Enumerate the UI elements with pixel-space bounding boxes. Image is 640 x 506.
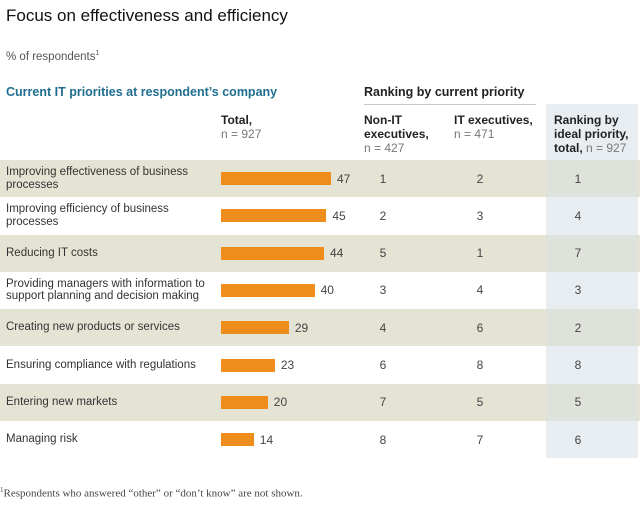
bar bbox=[221, 209, 327, 223]
rank-non-it: 4 bbox=[379, 320, 387, 335]
rank-non-it: 5 bbox=[379, 246, 387, 261]
bar bbox=[221, 433, 254, 447]
category-label: Improving effectiveness of business proc… bbox=[6, 166, 188, 191]
category-label: Entering new markets bbox=[6, 396, 118, 409]
bar-value-label: 40 bbox=[320, 283, 334, 298]
footnote-text: Respondents who answered “other” or “don… bbox=[3, 487, 303, 500]
bar-value-label: 47 bbox=[337, 171, 351, 186]
subtitle-footnote-marker: 1 bbox=[95, 50, 100, 57]
table-row: Reducing IT costs 44 5 1 7 bbox=[0, 234, 640, 272]
bar bbox=[221, 321, 289, 335]
rank-non-it: 3 bbox=[379, 283, 387, 298]
column-header-ideal-label3: total, bbox=[554, 141, 583, 155]
ranking-header: Ranking by current priority bbox=[364, 85, 525, 99]
column-header-ideal-label2: ideal priority, bbox=[554, 127, 629, 141]
table-row: Ensuring compliance with regulations 23 6 8… bbox=[0, 347, 640, 384]
rank-ideal: 2 bbox=[574, 320, 582, 335]
ideal-cell-background bbox=[546, 234, 638, 272]
bar bbox=[221, 395, 268, 409]
category-label: Ensuring compliance with regulations bbox=[6, 358, 196, 371]
column-header-ideal-label1: Ranking by bbox=[554, 113, 619, 127]
bar bbox=[221, 246, 324, 260]
rank-non-it: 6 bbox=[379, 358, 387, 372]
category-label: Reducing IT costs bbox=[6, 246, 98, 259]
rank-it: 4 bbox=[476, 283, 484, 298]
rank-non-it: 2 bbox=[379, 208, 387, 223]
category-label: Improving efficiency of business process… bbox=[6, 203, 169, 228]
rank-it: 3 bbox=[476, 208, 484, 223]
bar-value-label: 23 bbox=[280, 358, 295, 372]
ideal-cell-background bbox=[546, 383, 638, 421]
table-row: Creating new products or services 29 4 6 2 bbox=[0, 309, 640, 347]
rank-non-it: 7 bbox=[379, 395, 387, 410]
column-header-non-it: Non-IT executives, n = 427 bbox=[364, 113, 429, 155]
category-label: Managing risk bbox=[6, 433, 78, 446]
column-header-it-label: IT executives, bbox=[454, 113, 533, 127]
column-header-total-label: Total, bbox=[221, 113, 253, 127]
rank-ideal: 7 bbox=[574, 246, 582, 261]
rank-ideal: 3 bbox=[574, 283, 582, 298]
bar bbox=[221, 172, 331, 185]
subtitle-text: % of respondents bbox=[6, 50, 96, 63]
rank-non-it: 8 bbox=[379, 432, 387, 447]
column-header-it-n: n = 471 bbox=[454, 127, 495, 141]
ranking-header-rule bbox=[364, 104, 536, 105]
rank-ideal: 8 bbox=[574, 358, 582, 372]
chart-title: Focus on effectiveness and efficiency bbox=[6, 6, 288, 25]
bar bbox=[221, 358, 275, 372]
column-header-it: IT executives, n = 471 bbox=[454, 113, 533, 141]
column-header-ideal-n: n = 927 bbox=[586, 141, 627, 155]
bar bbox=[221, 283, 315, 297]
rank-it: 1 bbox=[476, 246, 484, 261]
rank-non-it: 1 bbox=[379, 171, 387, 186]
ideal-cell-background bbox=[546, 160, 638, 197]
rank-it: 7 bbox=[476, 432, 484, 447]
table-row: Improving effectiveness of business proc… bbox=[0, 160, 640, 197]
ideal-cell-background bbox=[546, 309, 638, 347]
bar-value-label: 44 bbox=[329, 246, 344, 261]
table-row: Managing risk 14 8 7 6 bbox=[0, 421, 640, 458]
category-label: Creating new products or services bbox=[6, 321, 180, 334]
footnote: 1Respondents who answered “other” or “do… bbox=[0, 486, 303, 500]
rank-it: 6 bbox=[476, 320, 484, 335]
table-row: Improving efficiency of business process… bbox=[0, 197, 640, 234]
column-header-ideal: Ranking by ideal priority, total, n = 92… bbox=[554, 113, 628, 155]
column-header-non-it-label2: executives, bbox=[364, 127, 429, 141]
bar-value-label: 20 bbox=[273, 395, 288, 410]
column-header-total-n: n = 927 bbox=[221, 127, 262, 141]
column-header-total: Total, n = 927 bbox=[221, 113, 261, 141]
section-title: Current IT priorities at respondent’s co… bbox=[6, 85, 278, 99]
chart-subtitle: % of respondents1 bbox=[6, 50, 99, 63]
category-label: Providing managers with information to s… bbox=[6, 277, 205, 303]
rank-ideal: 1 bbox=[574, 171, 582, 186]
table-row: Entering new markets 20 7 5 5 bbox=[0, 383, 640, 421]
rank-it: 5 bbox=[476, 395, 484, 410]
bar-value-label: 29 bbox=[294, 320, 309, 335]
rank-ideal: 4 bbox=[574, 208, 582, 223]
rank-it: 2 bbox=[476, 171, 484, 186]
rank-it: 8 bbox=[476, 358, 484, 372]
table-row: Providing managers with information to s… bbox=[0, 272, 640, 309]
rank-ideal: 5 bbox=[574, 395, 582, 410]
column-header-non-it-label1: Non-IT bbox=[364, 113, 402, 127]
bar-value-label: 45 bbox=[332, 208, 346, 223]
rank-ideal: 6 bbox=[574, 432, 582, 447]
bar-value-label: 14 bbox=[259, 432, 274, 447]
column-header-non-it-n: n = 427 bbox=[364, 141, 405, 155]
footnote-marker: 1 bbox=[0, 486, 4, 494]
